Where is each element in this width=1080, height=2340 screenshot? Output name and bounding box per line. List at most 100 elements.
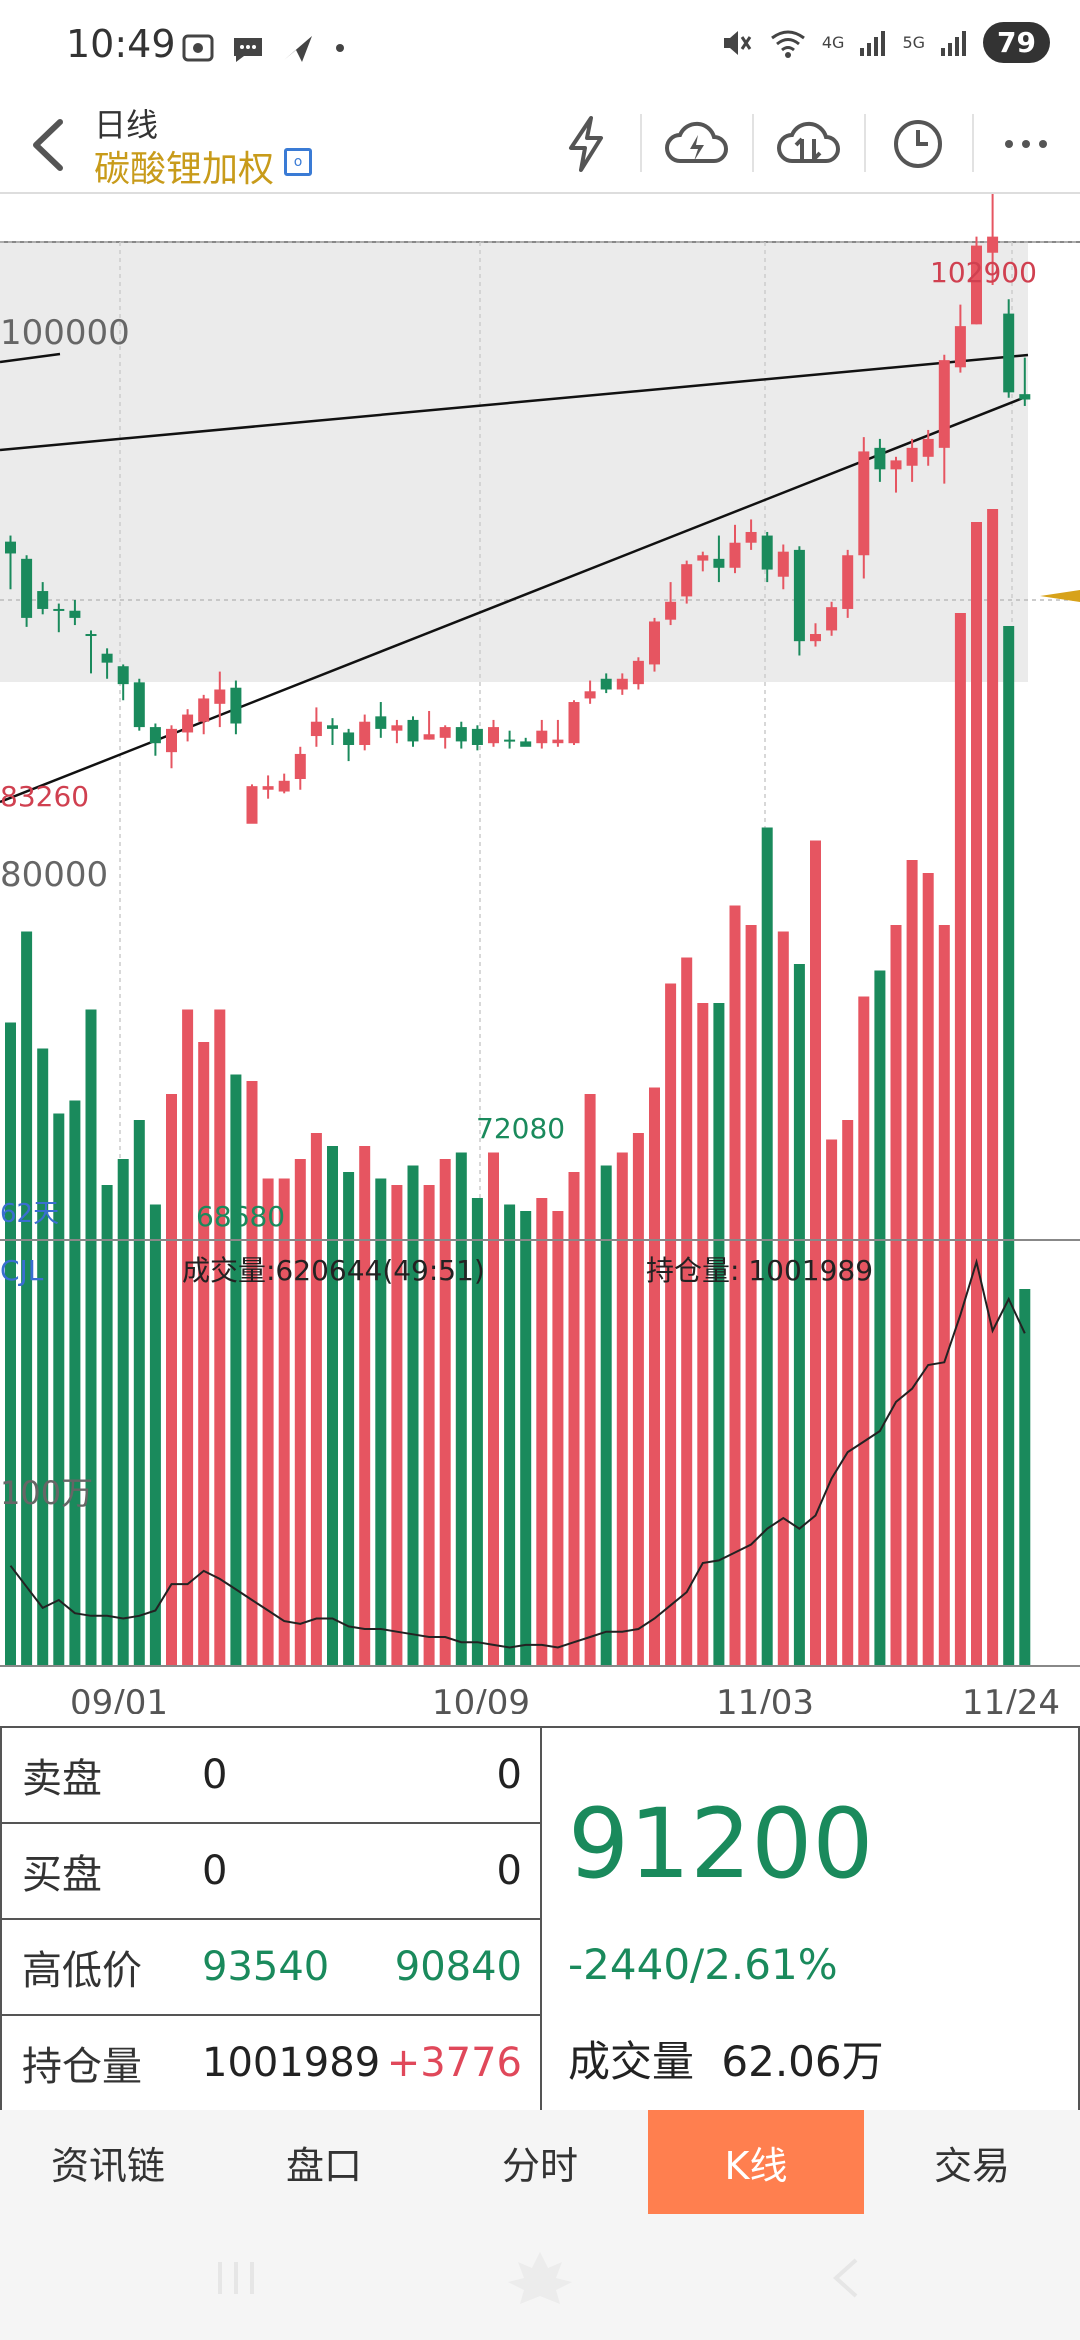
volume-bar [294, 1159, 306, 1666]
open-interest-row: 持仓量 1001989 +3776 [2, 2016, 542, 2112]
buy-volume: 0 [496, 1848, 522, 1894]
annotation-72080: 72080 [476, 1112, 565, 1145]
channel-shade [0, 242, 1028, 682]
annotation-83260: 83260 [0, 780, 89, 813]
volume-bar [568, 1172, 580, 1666]
volume-bar [745, 925, 757, 1666]
volume-summary: 成交量 62.06万 [568, 2028, 884, 2089]
back-button[interactable] [18, 110, 78, 180]
contract-name[interactable]: 碳酸锂加权 [94, 149, 275, 190]
candle [407, 716, 419, 747]
tab-trade[interactable]: 交易 [933, 2143, 1010, 2188]
sell-volume: 0 [496, 1752, 522, 1798]
volume-bar [278, 1178, 290, 1666]
volume-bar [69, 1100, 81, 1666]
volume-bar [681, 957, 693, 1666]
tab-order-book[interactable]: 盘口 [285, 2143, 362, 2188]
candle [133, 678, 145, 731]
volume-bar [761, 827, 773, 1666]
candle [681, 560, 693, 604]
volume-bar [343, 1172, 355, 1666]
candle [938, 354, 950, 484]
candle [616, 673, 628, 695]
flash-button[interactable] [548, 106, 624, 182]
kline-chart[interactable]: 100000 80000 102900 83260 68680 72080 62… [0, 190, 1080, 1723]
date-label: 09/01 [70, 1683, 168, 1714]
buy-price: 0 [202, 1848, 228, 1894]
network-5g-label: 5G [902, 33, 926, 52]
volume-bar [359, 1146, 371, 1666]
scan-icon [182, 34, 214, 62]
candle [810, 623, 821, 647]
volume-bar [890, 925, 902, 1666]
volume-bar [938, 925, 950, 1666]
candle [584, 680, 596, 704]
volume-bar [133, 1120, 145, 1666]
cloud-flash-button[interactable] [658, 106, 734, 182]
volume-bar [85, 1009, 97, 1666]
volume-bar [423, 1185, 435, 1666]
buy-label: 买盘 [22, 1852, 102, 1898]
recent-apps-icon[interactable] [214, 2258, 258, 2298]
volume-bar [488, 1152, 499, 1666]
candle [568, 700, 580, 745]
volume-bar [214, 1009, 226, 1666]
candle [890, 456, 902, 493]
candle [665, 582, 677, 626]
candle [375, 702, 387, 738]
volume-bar [906, 860, 918, 1666]
volume-bar [1003, 626, 1015, 1666]
more-button[interactable] [988, 106, 1064, 182]
candle [455, 721, 467, 749]
cloud-lightning-icon [665, 121, 728, 163]
candle [826, 601, 838, 636]
dot-icon [336, 44, 344, 52]
status-bar: 10:49 4G 5G 79 [0, 0, 1080, 96]
volume-bar [117, 1159, 129, 1666]
candle [632, 657, 644, 690]
candle [552, 719, 564, 747]
candle [777, 544, 789, 590]
tab-news-chain[interactable]: 资讯链 [50, 2143, 165, 2188]
sell-price: 0 [202, 1752, 228, 1798]
high-price: 93540 [202, 1944, 330, 1990]
candle [359, 714, 371, 751]
candle [117, 664, 129, 701]
volume-bar [375, 1178, 387, 1666]
candle [53, 603, 65, 633]
volume-bar [262, 1178, 274, 1666]
back-nav-icon[interactable] [826, 2256, 866, 2300]
candle [761, 531, 773, 583]
header-separator [864, 114, 866, 172]
tab-kline[interactable]: K线 [648, 2110, 864, 2214]
ma-label: 62天 [0, 1199, 59, 1229]
volume-bar [520, 1211, 532, 1666]
clock-icon [894, 120, 942, 168]
candle [182, 709, 194, 742]
low-annotation: 68680 [196, 1200, 285, 1233]
history-button[interactable] [880, 106, 956, 182]
candle [745, 519, 757, 550]
kline-chart-area[interactable]: 100000 80000 102900 83260 68680 72080 62… [0, 190, 1080, 1723]
date-label: 10/09 [432, 1683, 530, 1714]
volume-indicator-label[interactable]: CJL [0, 1254, 44, 1287]
candle [230, 680, 242, 735]
cloud-sync-button[interactable] [770, 106, 846, 182]
volume-bar [616, 1152, 628, 1666]
candle [85, 630, 97, 674]
more-dots-icon [1005, 140, 1047, 148]
volume-summary-label: 成交量 [568, 2037, 695, 2086]
open-interest-line [9, 1258, 1026, 1649]
volume-bar [584, 1094, 596, 1666]
home-icon[interactable] [502, 2248, 578, 2312]
candle [922, 429, 934, 466]
candle [713, 535, 725, 583]
signal-icon [860, 30, 886, 56]
sell-row: 卖盘 0 0 [2, 1728, 542, 1824]
candle [37, 582, 49, 615]
volume-bar [149, 1204, 161, 1666]
bottom-tab-bar: 资讯链 盘口 分时 K线 交易 [0, 2110, 1080, 2214]
last-price: 91200 [568, 1788, 874, 1900]
volume-bar [504, 1204, 516, 1666]
tab-intraday[interactable]: 分时 [501, 2143, 578, 2188]
